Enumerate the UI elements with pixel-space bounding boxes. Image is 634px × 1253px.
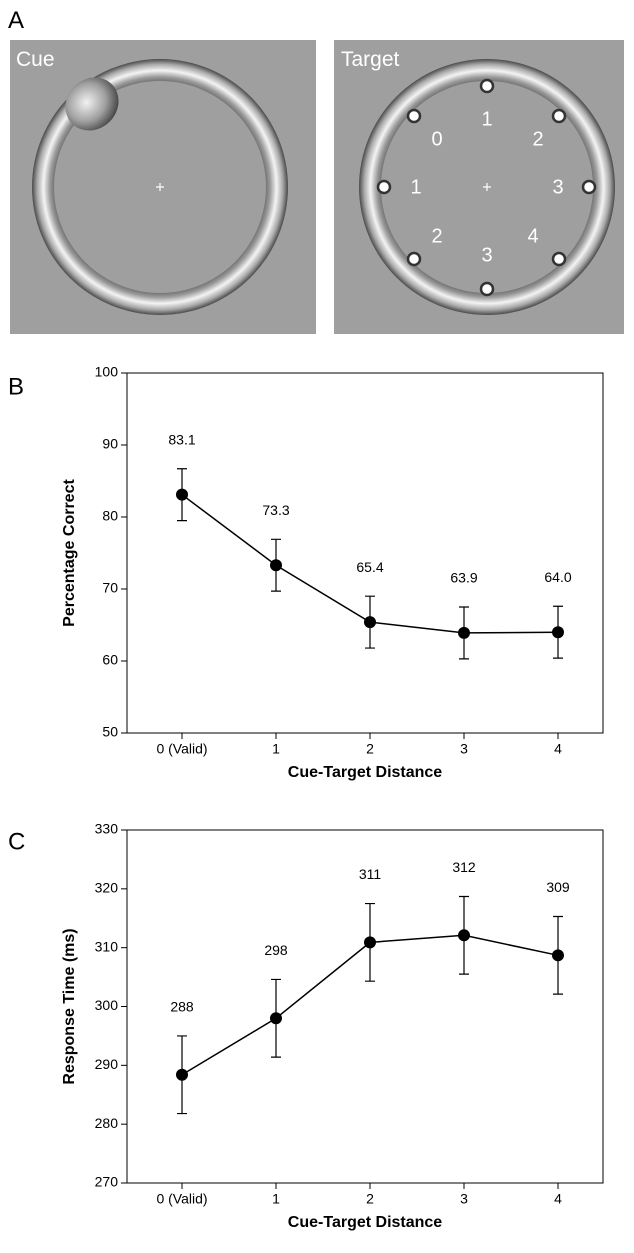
data-point (176, 1068, 188, 1081)
y-tick-label: 60 (102, 652, 118, 668)
x-tick-label: 2 (366, 1191, 374, 1207)
distance-number: 1 (481, 108, 492, 130)
target-location (479, 281, 495, 297)
distance-number: 4 (527, 225, 538, 247)
x-axis-label: Cue-Target Distance (288, 764, 443, 781)
value-label: 298 (264, 942, 288, 958)
panel-label: C (8, 828, 25, 855)
data-point (552, 626, 564, 639)
target-location (551, 108, 567, 124)
value-label: 63.9 (450, 570, 477, 586)
x-tick-label: 1 (272, 741, 280, 757)
distance-number: 3 (552, 176, 563, 198)
target-location (581, 179, 597, 195)
value-label: 311 (359, 866, 382, 882)
data-point (176, 488, 188, 501)
plot-frame (126, 372, 604, 734)
y-tick-label: 90 (102, 436, 118, 452)
target-location (376, 179, 392, 195)
x-tick-label: 4 (554, 1191, 562, 1207)
data-point (270, 1012, 282, 1025)
x-tick-label: 1 (272, 1191, 280, 1207)
value-label: 288 (170, 999, 194, 1015)
panel-label: A (8, 7, 24, 34)
y-tick-label: 290 (95, 1056, 119, 1072)
y-tick-label: 270 (95, 1174, 119, 1190)
distance-number: 0 (431, 128, 442, 150)
fixation-cross (483, 183, 491, 191)
value-label: 309 (546, 879, 570, 895)
y-axis-label: Percentage Correct (61, 479, 78, 627)
data-point (270, 559, 282, 572)
data-point (364, 936, 376, 949)
data-point (458, 929, 470, 942)
data-point (552, 949, 564, 962)
distance-number: 2 (532, 128, 543, 150)
distance-number: 1 (410, 176, 421, 198)
plot-frame (126, 829, 604, 1184)
distance-number: 3 (481, 244, 492, 266)
cue-knob (65, 77, 119, 131)
y-tick-label: 280 (95, 1115, 119, 1131)
fixation-cross (156, 183, 164, 191)
y-tick-label: 320 (95, 880, 119, 896)
y-tick-label: 80 (102, 508, 118, 524)
target-label: Target (341, 48, 400, 71)
x-tick-label: 3 (460, 741, 468, 757)
distance-number: 2 (431, 225, 442, 247)
x-tick-label: 4 (554, 741, 562, 757)
target-location (406, 251, 422, 267)
data-point (364, 616, 376, 629)
y-tick-label: 300 (95, 997, 119, 1013)
data-point (458, 626, 470, 639)
y-axis-label: Response Time (ms) (61, 928, 78, 1084)
x-tick-label: 2 (366, 741, 374, 757)
value-label: 83.1 (168, 431, 195, 447)
target-location (551, 251, 567, 267)
y-tick-label: 310 (95, 938, 119, 954)
panel-label: B (8, 373, 24, 400)
value-label: 64.0 (544, 569, 571, 585)
y-tick-label: 50 (102, 724, 118, 740)
cue-label: Cue (16, 48, 55, 71)
value-label: 312 (452, 859, 476, 875)
y-tick-label: 70 (102, 580, 118, 596)
x-tick-label: 0 (Valid) (156, 1191, 207, 1207)
x-tick-label: 3 (460, 1191, 468, 1207)
value-label: 73.3 (262, 502, 289, 518)
target-location (479, 78, 495, 94)
x-axis-label: Cue-Target Distance (288, 1214, 443, 1231)
value-label: 65.4 (356, 559, 383, 575)
target-locations (376, 78, 597, 297)
target-location (406, 108, 422, 124)
y-tick-label: 330 (95, 821, 119, 837)
y-tick-label: 100 (95, 364, 119, 380)
x-tick-label: 0 (Valid) (156, 741, 207, 757)
